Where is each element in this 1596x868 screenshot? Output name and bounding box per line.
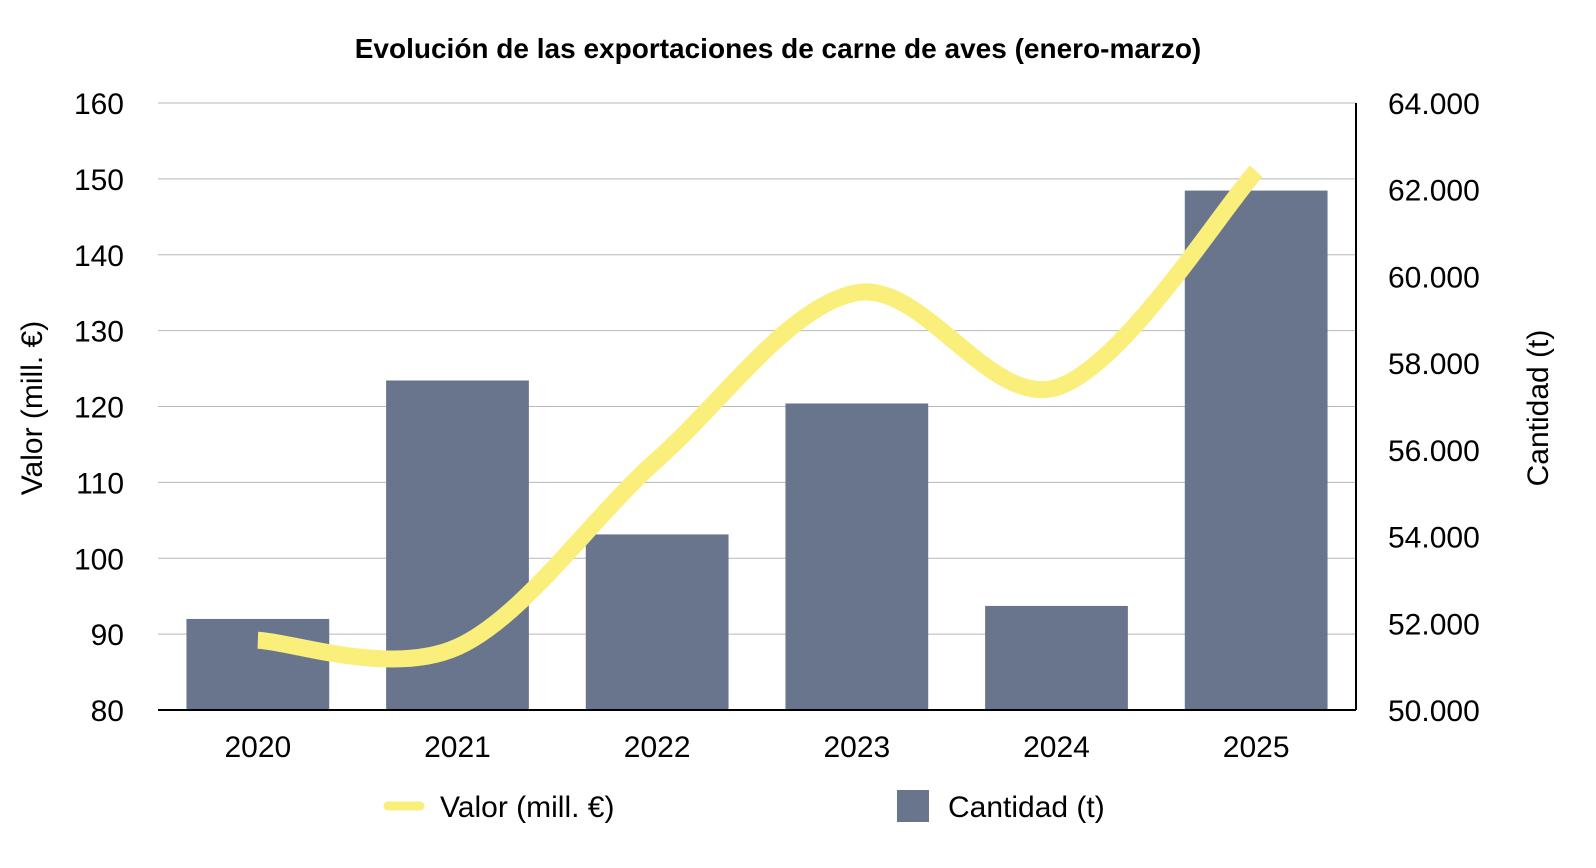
y-right-tick-label: 64.000 bbox=[1388, 88, 1480, 121]
x-tick-label: 2020 bbox=[224, 731, 291, 764]
y-left-tick-label: 100 bbox=[74, 543, 124, 576]
x-tick-label: 2022 bbox=[624, 731, 691, 764]
legend: Valor (mill. €) Cantidad (t) bbox=[383, 790, 1105, 824]
legend-bar-swatch bbox=[897, 790, 929, 822]
bar-2022 bbox=[585, 534, 729, 710]
x-axis-ticks: 2020 2021 2022 2023 2024 2025 bbox=[224, 731, 1289, 764]
axes bbox=[158, 103, 1357, 711]
y-left-axis-label: Valor (mill. €) bbox=[16, 321, 49, 495]
x-tick-label: 2025 bbox=[1223, 731, 1290, 764]
bar-2020 bbox=[186, 618, 330, 710]
line-series bbox=[257, 165, 1263, 668]
legend-item-valor: Valor (mill. €) bbox=[383, 791, 614, 824]
bar-2025 bbox=[1184, 190, 1328, 710]
right-axis-ticks: 50.000 52.000 54.000 56.000 58.000 60.000 62.0… bbox=[1388, 88, 1480, 728]
y-left-tick-label: 110 bbox=[76, 467, 124, 500]
bar-2023 bbox=[785, 403, 929, 710]
y-right-tick-label: 54.000 bbox=[1388, 522, 1480, 555]
y-right-tick-label: 52.000 bbox=[1388, 608, 1480, 641]
legend-item-cantidad: Cantidad (t) bbox=[897, 790, 1105, 824]
valor-line bbox=[257, 165, 1263, 668]
y-left-tick-label: 120 bbox=[74, 392, 124, 425]
y-right-tick-label: 50.000 bbox=[1388, 695, 1480, 728]
legend-label-cantidad: Cantidad (t) bbox=[948, 791, 1105, 824]
x-tick-label: 2024 bbox=[1023, 731, 1090, 764]
y-left-tick-label: 140 bbox=[74, 240, 124, 273]
y-right-tick-label: 60.000 bbox=[1388, 261, 1480, 294]
y-left-tick-label: 160 bbox=[74, 88, 124, 121]
left-axis-ticks: 80 90 100 110 120 130 140 150 160 bbox=[74, 88, 124, 728]
chart-title: Evolución de las exportaciones de carne … bbox=[355, 33, 1202, 64]
x-tick-label: 2023 bbox=[823, 731, 890, 764]
y-right-tick-label: 58.000 bbox=[1388, 348, 1480, 381]
y-left-tick-label: 80 bbox=[91, 695, 124, 728]
y-left-tick-label: 90 bbox=[91, 619, 124, 652]
legend-label-valor: Valor (mill. €) bbox=[440, 791, 614, 824]
bar-series bbox=[186, 190, 1328, 710]
x-tick-label: 2021 bbox=[424, 731, 491, 764]
y-right-axis-label: Cantidad (t) bbox=[1522, 330, 1555, 487]
y-left-tick-label: 150 bbox=[74, 164, 124, 197]
y-right-tick-label: 62.000 bbox=[1388, 175, 1480, 208]
y-right-tick-label: 56.000 bbox=[1388, 435, 1480, 468]
grid bbox=[158, 102, 1356, 635]
y-left-tick-label: 130 bbox=[74, 316, 124, 349]
bar-2024 bbox=[985, 605, 1128, 710]
